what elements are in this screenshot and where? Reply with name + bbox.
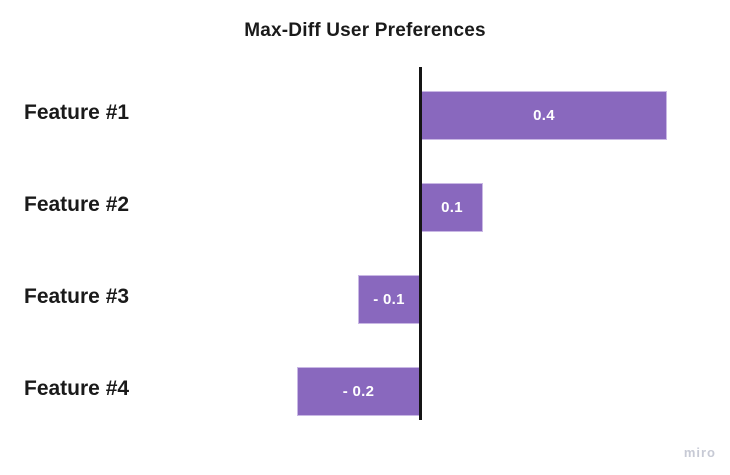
bar-value-label: 0.4 [533, 106, 555, 124]
bar-value-label: - 0.1 [373, 290, 405, 308]
bar: - 0.2 [297, 366, 420, 416]
category-label: Feature #2 [24, 193, 130, 216]
bar: - 0.1 [358, 274, 420, 324]
category-label: Feature #1 [24, 101, 130, 124]
category-label: Feature #4 [24, 377, 130, 400]
bar: 0.1 [421, 182, 483, 232]
miro-watermark: miro [683, 445, 716, 460]
bar: 0.4 [421, 90, 667, 140]
zero-axis-line [419, 67, 422, 420]
bar-value-label: - 0.2 [342, 382, 375, 400]
chart-title: Max-Diff User Preferences [244, 20, 486, 41]
category-label: Feature #3 [24, 285, 130, 308]
bar-value-label: 0.1 [441, 198, 463, 216]
